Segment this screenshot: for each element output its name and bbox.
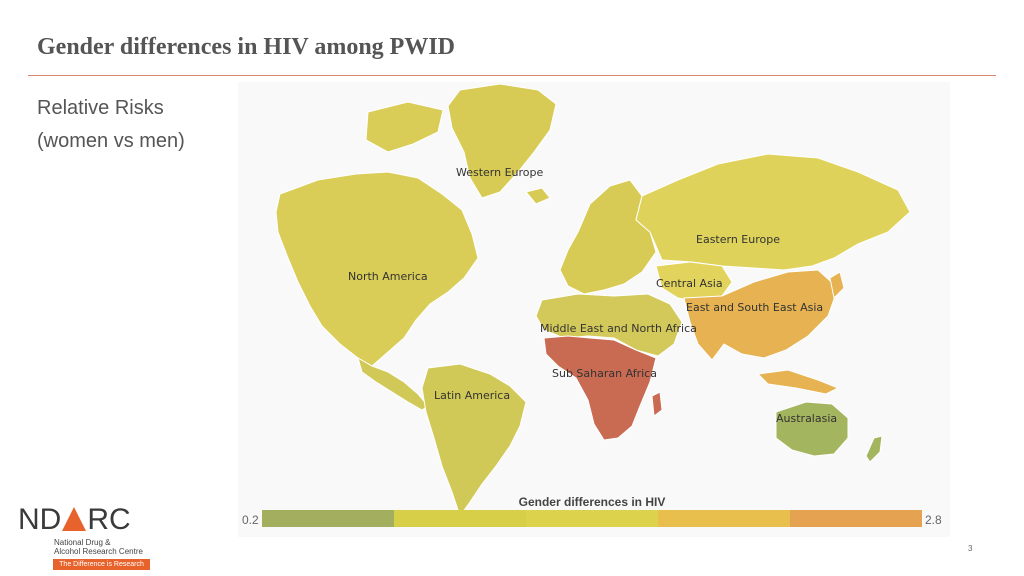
label-middle-east-north-africa: Middle East and North Africa xyxy=(540,322,697,335)
europe-shape xyxy=(559,179,657,295)
subtitle-line-1: Relative Risks xyxy=(37,97,164,119)
world-map: Western Europe Eastern Europe North Amer… xyxy=(238,82,950,537)
sub-saharan-africa-shape xyxy=(543,335,657,441)
page-number: 3 xyxy=(968,544,973,553)
legend-swatch xyxy=(394,510,526,527)
delta-icon xyxy=(62,507,87,531)
legend-min-label: 0.2 xyxy=(242,513,259,527)
iceland-shape xyxy=(525,187,551,205)
indonesia-shape xyxy=(756,369,840,395)
madagascar-shape xyxy=(651,391,663,417)
label-sub-saharan-africa: Sub Saharan Africa xyxy=(552,367,657,380)
legend-title: Gender differences in HIV xyxy=(518,495,666,509)
south-america-shape xyxy=(421,363,527,518)
legend-swatch xyxy=(262,510,394,527)
title-divider xyxy=(28,75,996,76)
eastern-europe-shape xyxy=(635,153,911,271)
label-central-asia: Central Asia xyxy=(656,277,723,290)
arctic-islands-shape xyxy=(365,101,444,153)
ndarc-logo: ND RC National Drug & Alcohol Research Ce… xyxy=(18,503,143,557)
legend-color-scale xyxy=(262,510,922,527)
subtitle-line-2: (women vs men) xyxy=(37,130,185,152)
label-eastern-europe: Eastern Europe xyxy=(696,233,780,246)
ndarc-logo-wordmark: ND RC xyxy=(18,503,131,536)
subtitle: Relative Risks (women vs men) xyxy=(37,92,185,158)
legend-swatch xyxy=(526,510,658,527)
legend-max-label: 2.8 xyxy=(925,513,942,527)
legend-swatch xyxy=(658,510,790,527)
label-latin-america: Latin America xyxy=(434,389,510,402)
legend-swatch xyxy=(790,510,922,527)
greenland-shape xyxy=(447,83,557,199)
east-south-east-asia-shape xyxy=(683,269,839,361)
label-australasia: Australasia xyxy=(776,412,837,425)
world-map-svg: Western Europe Eastern Europe North Amer… xyxy=(275,83,911,518)
logo-line-1: National Drug & xyxy=(54,538,111,547)
label-north-america: North America xyxy=(348,270,428,283)
australia-shape xyxy=(775,401,849,457)
north-america-shape xyxy=(275,171,479,367)
central-america-shape xyxy=(357,356,429,411)
middle-east-north-africa-shape xyxy=(535,293,683,357)
slide-title: Gender differences in HIV among PWID xyxy=(37,34,455,60)
logo-tagline: The Difference is Research xyxy=(53,559,150,570)
label-east-south-east-asia: East and South East Asia xyxy=(686,301,823,314)
new-zealand-shape xyxy=(865,435,883,463)
label-western-europe: Western Europe xyxy=(456,166,544,179)
japan-shape xyxy=(829,271,845,300)
logo-line-2: Alcohol Research Centre xyxy=(54,547,143,556)
